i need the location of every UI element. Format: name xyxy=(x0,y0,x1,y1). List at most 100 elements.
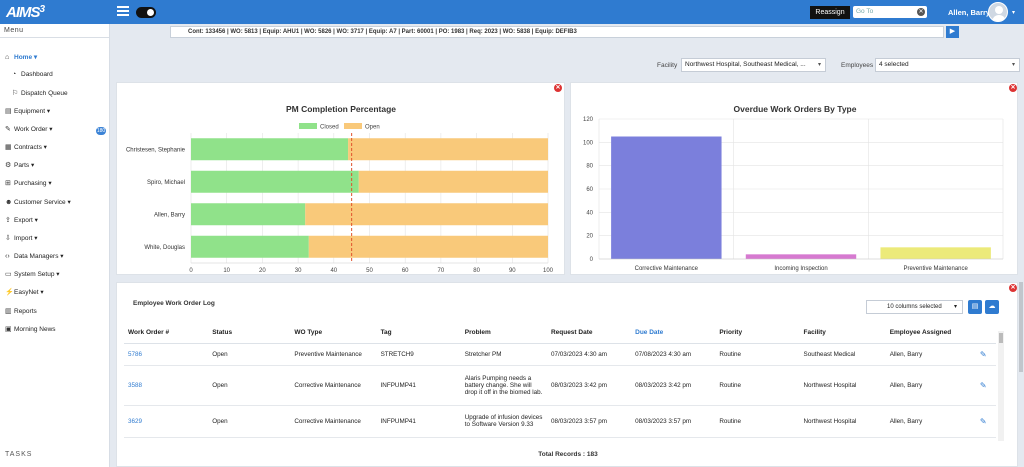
export-doc-button[interactable]: ▤ xyxy=(968,300,982,314)
columns-select[interactable]: 10 columns selected ▾ xyxy=(866,300,963,314)
column-header[interactable]: Priority xyxy=(715,323,800,344)
y-tick-label: 60 xyxy=(586,187,593,193)
clear-icon[interactable]: ✕ xyxy=(917,8,925,16)
sidebar-item-work-order[interactable]: ✎ Work Order ▾ xyxy=(5,125,53,133)
table-cell: Routine xyxy=(715,405,800,438)
table-scrollbar[interactable] xyxy=(998,331,1004,441)
bar[interactable] xyxy=(611,136,722,260)
column-header[interactable]: Work Order # xyxy=(124,323,209,344)
bar-open[interactable] xyxy=(348,138,548,161)
close-icon[interactable]: ✕ xyxy=(1009,284,1017,292)
sidebar-item-export[interactable]: ⇪ Export ▾ xyxy=(5,216,38,224)
column-header[interactable]: WO Type xyxy=(290,323,377,344)
sidebar-item-label: Dashboard xyxy=(21,71,53,78)
sidebar-item-dashboard[interactable]: ◔ Dashboard xyxy=(12,71,53,78)
breadcrumb-text[interactable]: Cont: 133456 | WO: 5813 | Equip: AHU1 | … xyxy=(188,29,577,35)
column-header[interactable]: Employee Assigned xyxy=(885,323,976,344)
column-header[interactable]: Request Date xyxy=(546,323,632,344)
breadcrumb: Cont: 133456 | WO: 5813 | Equip: AHU1 | … xyxy=(170,26,944,38)
facility-select[interactable]: Northwest Hospital, Southeast Medical, .… xyxy=(681,58,826,72)
sidebar-item-customer-service[interactable]: ☻ Customer Service ▾ xyxy=(5,198,71,206)
chevron-down-icon[interactable]: ▾ xyxy=(1012,10,1016,16)
cloud-icon: ☁ xyxy=(988,303,996,310)
edit-icon[interactable]: ✎ xyxy=(979,416,987,426)
chevron-down-icon: ▾ xyxy=(29,162,35,169)
legend-label: Closed xyxy=(320,125,339,131)
work-order-link[interactable]: 3588 xyxy=(124,365,209,406)
sidebar-item-label: Dispatch Queue xyxy=(21,90,68,97)
home-icon: ⌂ xyxy=(5,54,10,61)
work-order-link[interactable]: 5786 xyxy=(124,343,209,366)
sidebar-item-label: Home xyxy=(14,54,33,61)
y-tick-label: 120 xyxy=(583,117,594,123)
table-cell: Southeast Medical xyxy=(799,343,886,366)
sidebar-item-import[interactable]: ⇩ Import ▾ xyxy=(5,234,38,242)
sidebar-item-system-setup[interactable]: ▭ System Setup ▾ xyxy=(5,270,60,278)
table-cell: Northwest Hospital xyxy=(799,405,886,438)
bar-closed[interactable] xyxy=(191,203,306,226)
table-cell: INFPUMP41 xyxy=(376,365,461,406)
sidebar-item-dispatch-queue[interactable]: ⚐ Dispatch Queue xyxy=(12,89,68,97)
reassign-button[interactable]: Reassign xyxy=(810,6,850,19)
wrench-icon: ✎ xyxy=(5,126,11,133)
table-cell: Open xyxy=(208,365,291,406)
sidebar-item-morning-news[interactable]: ▣ Morning News xyxy=(5,325,56,333)
bar-open[interactable] xyxy=(305,203,548,226)
table-row[interactable]: 5786 Open Preventive Maintenance STRETCH9 St… xyxy=(124,343,996,366)
hamburger-menu-icon[interactable] xyxy=(117,6,129,17)
table-row[interactable]: 3588 Open Corrective Maintenance INFPUMP41 A… xyxy=(124,365,996,406)
bar[interactable] xyxy=(745,254,857,259)
sidebar-item-reports[interactable]: ▥ Reports xyxy=(5,307,37,315)
breadcrumb-next-button[interactable]: ▶ xyxy=(946,26,959,38)
cart-icon: ⊞ xyxy=(5,180,11,187)
sidebar-item-parts[interactable]: ⚙ Parts ▾ xyxy=(5,161,34,169)
avatar[interactable] xyxy=(988,2,1008,22)
page-scrollbar[interactable] xyxy=(1018,282,1024,467)
export-cloud-button[interactable]: ☁ xyxy=(985,300,999,314)
table-cell: ✎ xyxy=(975,343,996,366)
tasks-heading[interactable]: TASKS xyxy=(5,451,33,458)
bar[interactable] xyxy=(880,247,991,259)
x-tick-label: Preventive Maintenance xyxy=(903,266,968,272)
column-header[interactable]: Due Date xyxy=(631,323,716,344)
table-row[interactable]: 3629 Open Corrective Maintenance INFPUMP41 U… xyxy=(124,405,996,438)
facility-label: Facility xyxy=(657,62,678,69)
goto-search-input[interactable]: Go To ✕ xyxy=(853,6,927,18)
column-header[interactable]: Status xyxy=(208,323,291,344)
column-header[interactable]: Facility xyxy=(799,323,886,344)
work-order-link[interactable]: 3629 xyxy=(124,405,209,438)
bar-open[interactable] xyxy=(358,170,548,193)
sidebar-item-equipment[interactable]: ▤ Equipment ▾ xyxy=(5,107,50,115)
table-cell: 07/03/2023 4:30 am xyxy=(546,343,632,366)
table-cell: 08/03/2023 3:42 pm xyxy=(631,365,716,406)
bar-open[interactable] xyxy=(308,235,548,258)
user-name[interactable]: Allen, Barry xyxy=(948,8,991,17)
sidebar-item-easynet[interactable]: ⚡EasyNet ▾ xyxy=(5,288,44,296)
edit-icon[interactable]: ✎ xyxy=(979,380,987,390)
y-tick-label: 100 xyxy=(583,140,594,146)
sidebar-item-purchasing[interactable]: ⊞ Purchasing ▾ xyxy=(5,179,52,187)
table-cell: Routine xyxy=(715,365,800,406)
sidebar-item-home[interactable]: ⌂ Home ▾ xyxy=(5,53,37,61)
gears-icon: ⚙ xyxy=(5,162,12,169)
column-header[interactable]: Tag xyxy=(376,323,461,344)
bar-closed[interactable] xyxy=(191,235,309,258)
sidebar-item-data-managers[interactable]: ‹› Data Managers ▾ xyxy=(5,252,64,260)
column-header[interactable]: Problem xyxy=(460,323,547,344)
theme-toggle[interactable] xyxy=(136,7,156,18)
chevron-down-icon: ▾ xyxy=(1011,62,1015,68)
close-icon[interactable]: ✕ xyxy=(1009,84,1017,92)
chevron-down-icon: ▾ xyxy=(54,271,60,278)
bar-closed[interactable] xyxy=(191,170,359,193)
edit-icon[interactable]: ✎ xyxy=(979,349,987,359)
chevron-down-icon: ▾ xyxy=(46,180,52,187)
table-cell: Open xyxy=(208,405,291,438)
sidebar-item-contracts[interactable]: ▦ Contracts ▾ xyxy=(5,143,47,151)
app-logo[interactable]: AIMS3 xyxy=(6,4,45,21)
bar-closed[interactable] xyxy=(191,138,349,161)
code-icon: ‹› xyxy=(5,253,10,260)
chevron-down-icon: ▾ xyxy=(65,199,71,206)
legend-swatch xyxy=(299,123,317,129)
close-icon[interactable]: ✕ xyxy=(554,84,562,92)
employees-select[interactable]: 4 selected ▾ xyxy=(875,58,1020,72)
